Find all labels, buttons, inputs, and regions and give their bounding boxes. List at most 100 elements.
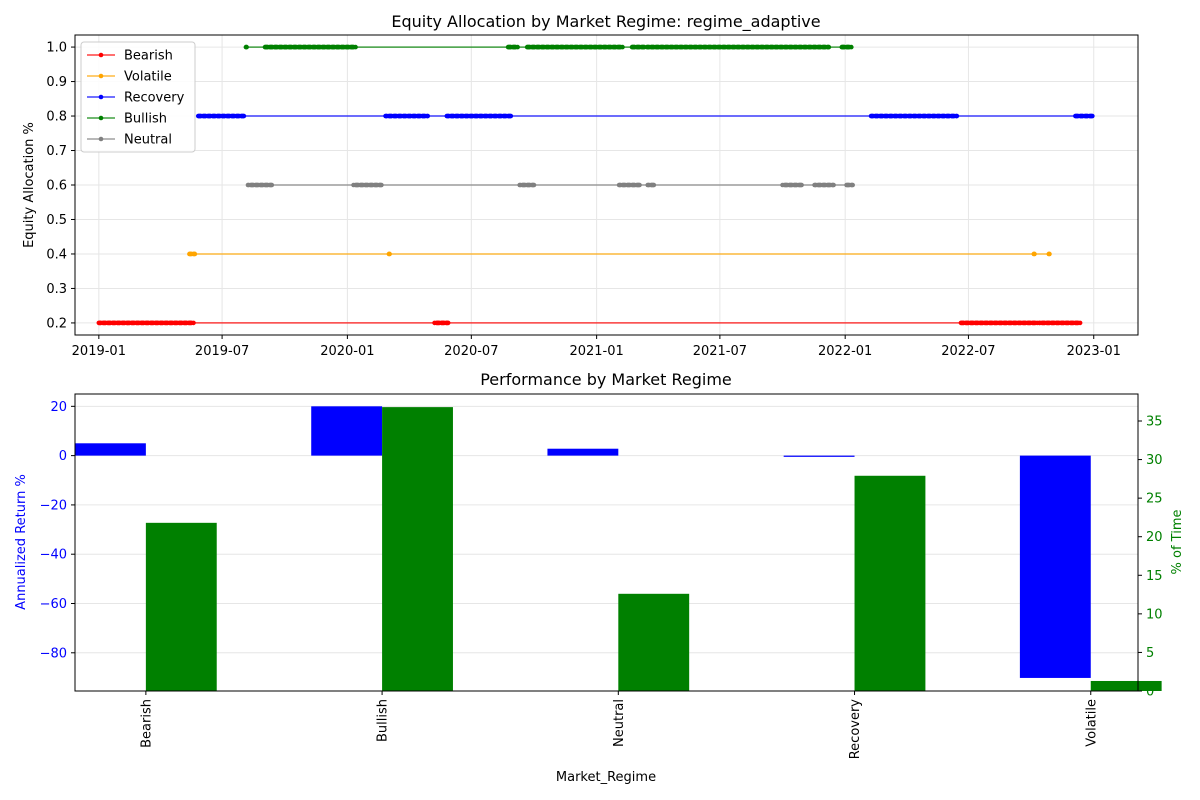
- top-y-tick-label: 0.5: [46, 213, 67, 228]
- bar-time-volatile: [1090, 680, 1162, 691]
- top-x-tick-label: 2020-01: [320, 344, 374, 359]
- bar-return-bullish: [311, 406, 383, 456]
- bar-time-bullish: [382, 407, 453, 691]
- legend-marker-bearish: [98, 52, 104, 58]
- data-point-neutral: [799, 182, 804, 188]
- top-x-axis-ticks: 2019-01 2019-07 2020-01 2020-07 2021-01 2021-…: [72, 335, 1121, 359]
- data-point-recovery: [1090, 113, 1095, 119]
- legend-label-bullish: Bullish: [124, 112, 167, 127]
- bottom-right-tick-label: 25: [1146, 492, 1163, 507]
- legend-label-volatile: Volatile: [124, 70, 172, 85]
- top-x-tick-label: 2022-07: [941, 344, 995, 359]
- top-series-lines: [96, 44, 1095, 326]
- top-y-tick-label: 0.3: [46, 282, 67, 297]
- category-label-bullish: Bullish: [376, 699, 391, 742]
- legend-item-bearish: Bearish: [87, 49, 173, 64]
- legend-label-recovery: Recovery: [124, 91, 185, 106]
- bar-return-volatile: [1019, 455, 1091, 678]
- bottom-left-tick-label: −60: [40, 597, 67, 612]
- top-y-axis-label: Equity Allocation %: [22, 122, 37, 248]
- data-point-neutral: [379, 182, 384, 188]
- top-y-tick-label: 0.8: [46, 110, 67, 125]
- bar-time-recovery: [854, 475, 926, 691]
- data-point-recovery: [425, 113, 431, 119]
- data-point-bullish: [353, 44, 358, 50]
- bottom-bars: [75, 406, 1162, 691]
- legend-item-bullish: Bullish: [87, 112, 167, 127]
- top-x-tick-label: 2020-07: [444, 344, 498, 359]
- bottom-right-tick-label: 10: [1146, 607, 1163, 622]
- data-point-recovery: [241, 113, 247, 119]
- data-point-neutral: [850, 182, 855, 188]
- data-point-volatile: [387, 251, 392, 257]
- data-point-recovery: [954, 113, 960, 119]
- data-point-neutral: [269, 182, 275, 188]
- legend-marker-volatile: [98, 73, 104, 79]
- top-y-tick-label: 0.9: [46, 75, 67, 90]
- bar-return-bearish: [75, 443, 146, 456]
- top-chart-title: Equity Allocation by Market Regime: regi…: [391, 12, 820, 32]
- bottom-left-tick-label: 0: [59, 449, 67, 464]
- top-x-tick-label: 2021-01: [569, 344, 623, 359]
- legend-box: [80, 41, 196, 153]
- bottom-right-tick-label: 35: [1146, 415, 1163, 430]
- top-y-axis-ticks: 0.2 0.3 0.4 0.5 0.6 0.7 0.8 0.9 1.0: [46, 41, 75, 331]
- bar-return-recovery: [783, 455, 855, 457]
- data-point-bullish: [849, 44, 854, 50]
- top-x-tick-label: 2022-01: [818, 344, 872, 359]
- legend-item-recovery: Recovery: [87, 91, 185, 106]
- category-label-volatile: Volatile: [1084, 699, 1099, 747]
- category-label-neutral: Neutral: [612, 699, 627, 747]
- top-x-tick-label: 2023-01: [1067, 344, 1121, 359]
- top-y-tick-label: 1.0: [46, 41, 67, 56]
- bottom-right-tick-label: 5: [1146, 646, 1154, 661]
- bottom-left-tick-label: −20: [40, 498, 67, 513]
- legend-label-neutral: Neutral: [124, 133, 172, 148]
- data-point-recovery: [508, 113, 514, 119]
- legend-marker-neutral: [98, 136, 104, 142]
- top-y-tick-label: 0.7: [46, 144, 67, 159]
- data-point-neutral: [531, 182, 537, 188]
- category-label-recovery: Recovery: [848, 699, 863, 760]
- bottom-right-tick-label: 0: [1146, 685, 1154, 700]
- category-label-bearish: Bearish: [139, 699, 154, 748]
- data-point-volatile: [1032, 251, 1037, 257]
- bar-return-neutral: [547, 448, 619, 456]
- series-neutral: [245, 182, 855, 188]
- top-y-tick-label: 0.2: [46, 316, 67, 331]
- bottom-right-y-axis-ticks: 0 5 10 15 20 25 30 35: [1138, 415, 1163, 700]
- bottom-right-tick-label: 30: [1146, 453, 1163, 468]
- bottom-left-tick-label: 20: [50, 400, 67, 415]
- data-point-bullish: [244, 44, 249, 50]
- bar-time-neutral: [618, 593, 690, 691]
- data-point-bullish: [620, 44, 625, 50]
- data-point-bullish: [826, 44, 832, 50]
- bottom-left-tick-label: −40: [40, 548, 67, 563]
- series-recovery: [195, 113, 1095, 119]
- bottom-left-y-axis-ticks: −80 −60 −40 −20 0 20: [40, 400, 75, 661]
- legend-marker-recovery: [98, 94, 104, 100]
- legend-item-volatile: Volatile: [87, 70, 172, 85]
- bar-time-bearish: [145, 522, 217, 691]
- series-volatile: [187, 251, 1052, 257]
- data-point-bearish: [191, 320, 196, 326]
- top-x-tick-label: 2019-07: [195, 344, 249, 359]
- legend-marker-bullish: [98, 115, 104, 121]
- data-point-bearish: [1077, 320, 1083, 326]
- bottom-x-axis-label: Market_Regime: [556, 770, 656, 785]
- data-point-neutral: [637, 182, 642, 188]
- bottom-x-axis-ticks: Bearish Bullish Neutral Recovery Volatile: [139, 691, 1099, 759]
- data-point-neutral: [831, 182, 836, 188]
- legend-item-neutral: Neutral: [87, 133, 172, 148]
- data-point-bullish: [515, 44, 520, 50]
- data-point-volatile: [1047, 251, 1052, 257]
- data-point-volatile: [192, 251, 198, 257]
- bottom-plot-frame: [74, 393, 1139, 692]
- series-bullish: [243, 44, 854, 50]
- bottom-right-tick-label: 15: [1146, 569, 1163, 584]
- top-x-tick-label: 2019-01: [72, 344, 126, 359]
- top-legend: Bearish Volatile Recovery Bullish Neutral: [80, 41, 196, 153]
- series-bearish: [96, 320, 1083, 326]
- bottom-right-y-axis-label: % of Time: [1170, 510, 1185, 575]
